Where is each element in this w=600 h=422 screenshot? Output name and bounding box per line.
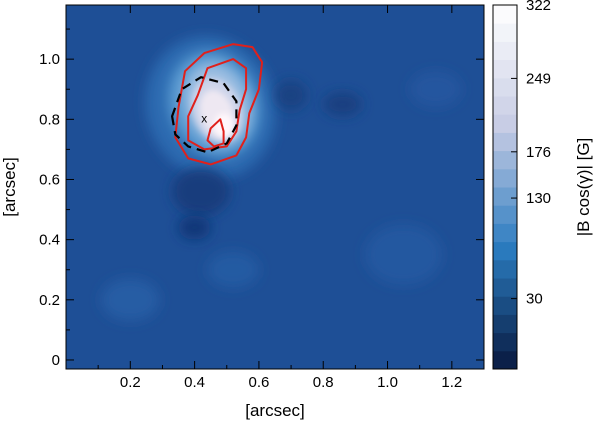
- x-axis: 0.2 0.4 0.6 0.8 1.0 1.2: [97, 5, 485, 391]
- x-tick-label: 0.4: [184, 374, 205, 391]
- colorbar-band: [493, 259, 517, 279]
- colorbar-band: [493, 96, 517, 115]
- heatmap-blob: [365, 224, 443, 285]
- colorbar-tick-label: 249: [526, 70, 551, 87]
- colorbar-band: [493, 278, 517, 297]
- colorbar-label: |B cos(γ)| [G]: [574, 138, 593, 237]
- heatmap-blob: [172, 167, 230, 216]
- colorbar-band: [493, 59, 517, 79]
- x-tick-label: 1.0: [377, 374, 398, 391]
- colorbar-band: [493, 23, 517, 42]
- peak-marker: x: [201, 111, 207, 125]
- x-tick-label: 0.2: [120, 374, 141, 391]
- heatmap-blob: [323, 92, 362, 117]
- heatmap-blob: [207, 251, 259, 288]
- x-axis-label: [arcsec]: [245, 401, 305, 420]
- colorbar: [493, 5, 517, 370]
- heatmap-blob: [275, 80, 308, 111]
- colorbar-band: [493, 5, 517, 24]
- colorbar-band: [493, 187, 517, 206]
- plot-frame: [65, 4, 485, 370]
- colorbar-band: [493, 241, 517, 261]
- y-tick-label: 0.4: [39, 232, 60, 249]
- colorbar-band: [493, 114, 517, 133]
- y-axis-label: [arcsec]: [0, 157, 19, 217]
- y-axis: 0 0.2 0.4 0.6 0.8 1.0: [39, 28, 484, 369]
- colorbar-band: [493, 168, 517, 188]
- colorbar-band: [493, 314, 517, 334]
- colorbar-band: [493, 41, 517, 61]
- colorbar-band: [493, 132, 517, 152]
- colorbar-frame: [492, 4, 518, 370]
- colorbar-tick-label: 322: [526, 0, 551, 14]
- colorbar-band: [493, 350, 517, 370]
- red-contour: [174, 43, 264, 166]
- red-contour: [187, 58, 248, 151]
- colorbar-tick-label: 130: [526, 190, 551, 207]
- red-contour: [206, 118, 225, 148]
- y-tick-label: 0: [52, 352, 60, 369]
- heatmap-blob: [101, 278, 160, 321]
- y-tick-label: 0.6: [39, 171, 60, 188]
- heatmap-blob: [410, 71, 462, 108]
- colorbar-band: [493, 77, 517, 97]
- colorbar-tick-label: 30: [526, 291, 543, 308]
- heatmap-blob: [213, 113, 234, 138]
- heatmap-area: [66, 5, 484, 369]
- x-tick-label: 0.6: [248, 374, 269, 391]
- dashed-contour: [171, 76, 238, 154]
- x-tick-label: 1.2: [441, 374, 462, 391]
- colorbar-band: [493, 296, 517, 315]
- colorbar-band: [493, 223, 517, 243]
- colorbar-band: [493, 332, 517, 352]
- colorbar-band: [493, 205, 517, 224]
- x-tick-label: 0.8: [313, 374, 334, 391]
- colorbar-band: [493, 150, 517, 170]
- colorbar-tick-label: 176: [526, 144, 551, 161]
- y-tick-label: 0.8: [39, 111, 60, 128]
- contour-lines: [171, 43, 264, 166]
- y-tick-label: 1.0: [39, 51, 60, 68]
- colorbar-ticks: 322 249 176 130 30: [511, 0, 551, 308]
- heatmap-blob: [178, 215, 211, 240]
- y-tick-label: 0.2: [39, 292, 60, 309]
